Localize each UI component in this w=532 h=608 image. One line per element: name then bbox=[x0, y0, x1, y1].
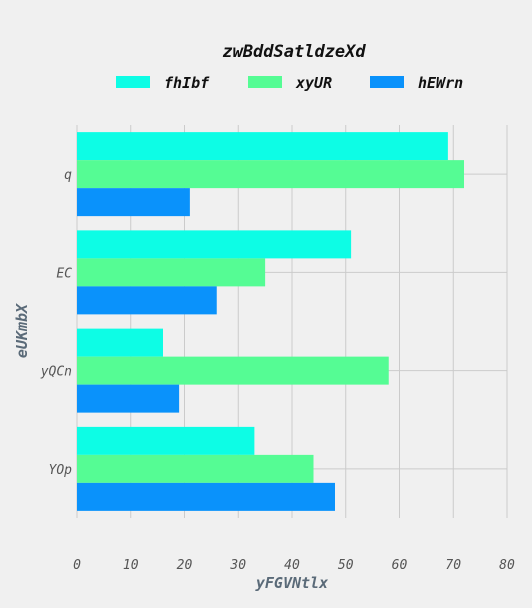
bar-xyUR-YOp bbox=[77, 454, 314, 483]
legend-label: xyUR bbox=[295, 74, 332, 92]
legend: fhIbf xyUR hEWrn bbox=[116, 74, 463, 92]
legend-swatch bbox=[116, 76, 150, 88]
chart-title: zwBddSatldzeXd bbox=[222, 42, 366, 62]
bar-hEWrn-q bbox=[77, 188, 190, 217]
legend-swatch bbox=[370, 76, 404, 88]
x-tick-label: 80 bbox=[499, 558, 515, 573]
x-tick-label: 10 bbox=[123, 558, 139, 573]
bar-fhIbf-q bbox=[77, 132, 448, 161]
y-tick-label: YOp bbox=[49, 463, 73, 478]
y-tick-label: EC bbox=[56, 266, 72, 281]
bar-xyUR-q bbox=[77, 160, 464, 189]
legend-swatch bbox=[248, 76, 282, 88]
x-tick-labels: 0 10 20 30 40 50 60 70 80 bbox=[73, 558, 515, 573]
bar-fhIbf-EC bbox=[77, 230, 352, 259]
x-axis-label: yFGVNtlx bbox=[255, 574, 328, 592]
bar-fhIbf-YOp bbox=[77, 426, 255, 455]
y-axis-label: eUKmbX bbox=[13, 303, 31, 358]
x-tick-label: 60 bbox=[392, 558, 408, 573]
bar-hEWrn-YOp bbox=[77, 482, 335, 511]
x-tick-label: 50 bbox=[338, 558, 354, 573]
y-tick-labels: q EC yQCn YOp bbox=[40, 168, 72, 478]
bar-fhIbf-yQCn bbox=[77, 328, 163, 357]
bar-xyUR-EC bbox=[77, 258, 266, 287]
y-tick-label: q bbox=[64, 168, 72, 183]
x-tick-label: 30 bbox=[229, 558, 246, 573]
x-tick-label: 70 bbox=[445, 558, 461, 573]
bar-xyUR-yQCn bbox=[77, 356, 389, 385]
bar-hEWrn-yQCn bbox=[77, 384, 180, 413]
bars bbox=[77, 132, 464, 511]
legend-label: fhIbf bbox=[164, 74, 210, 92]
bar-hEWrn-EC bbox=[77, 286, 217, 315]
x-tick-label: 40 bbox=[284, 558, 300, 573]
x-tick-label: 0 bbox=[73, 558, 81, 573]
y-tick-label: yQCn bbox=[40, 365, 72, 380]
legend-label: hEWrn bbox=[418, 74, 463, 92]
x-tick-label: 20 bbox=[177, 558, 193, 573]
